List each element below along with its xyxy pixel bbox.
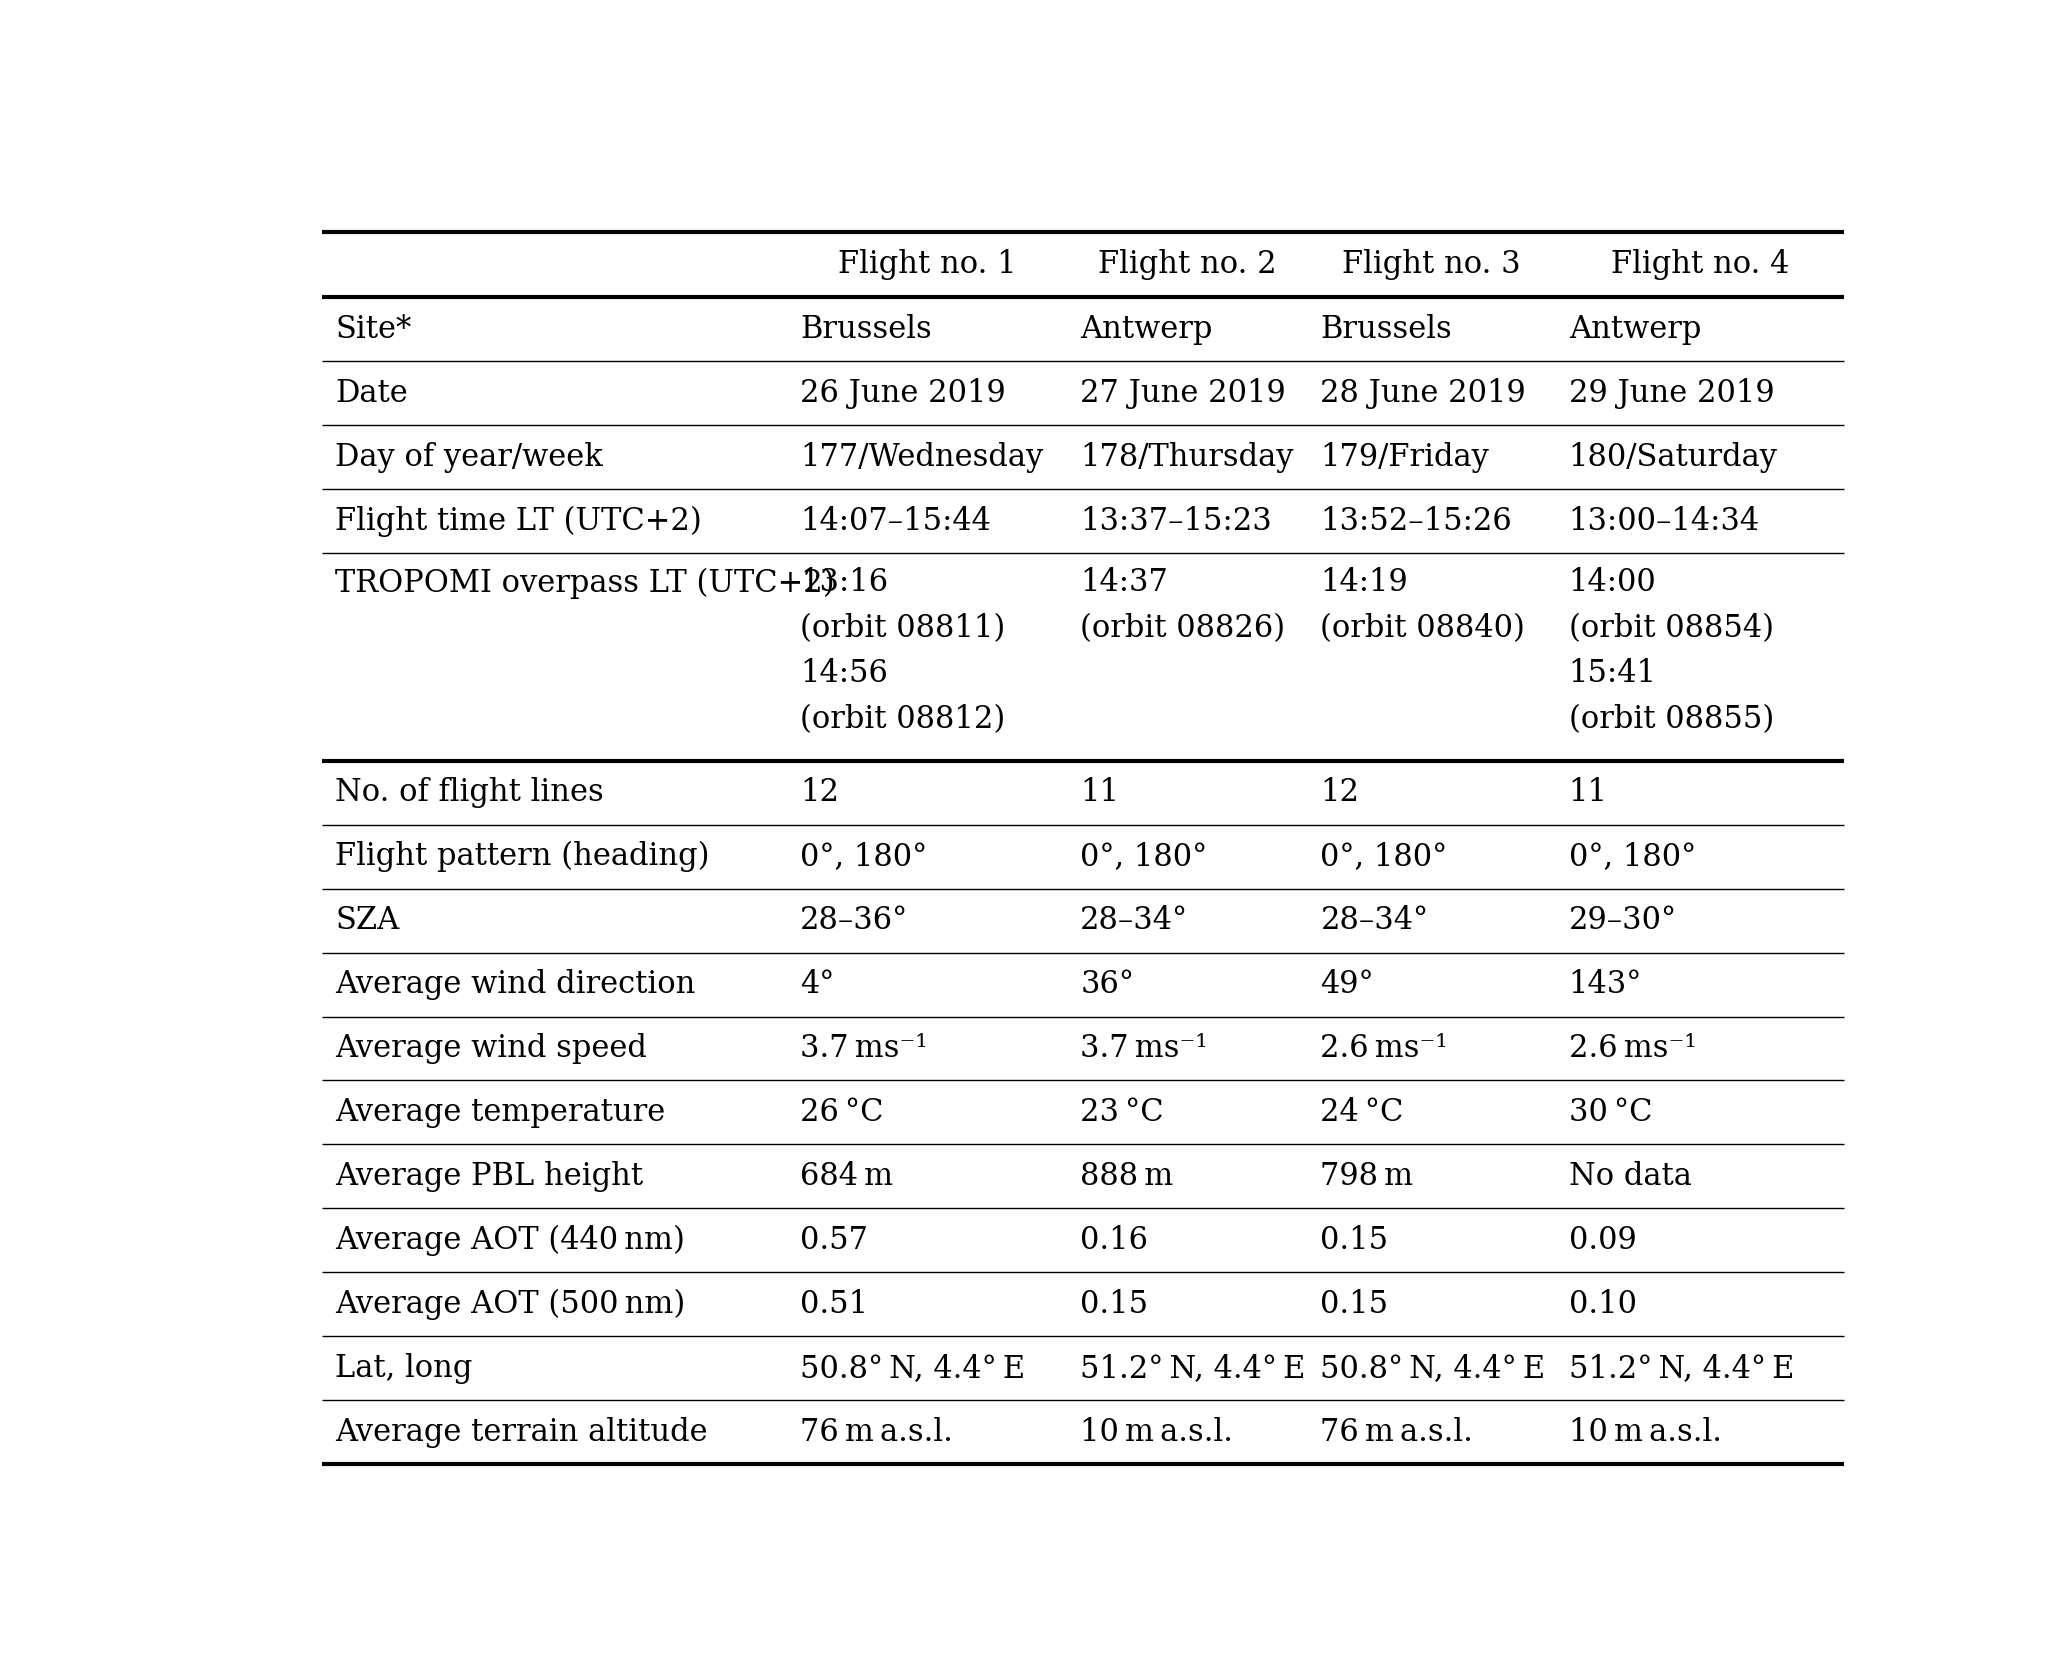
Text: Day of year/week: Day of year/week	[335, 442, 604, 473]
Text: 13:52–15:26: 13:52–15:26	[1321, 505, 1513, 537]
Text: 0.57: 0.57	[800, 1225, 868, 1255]
Text: 11: 11	[1569, 777, 1608, 808]
Text: 11: 11	[1081, 777, 1118, 808]
Text: 28–34°: 28–34°	[1321, 905, 1428, 937]
Text: 50.8° N, 4.4° E: 50.8° N, 4.4° E	[800, 1354, 1025, 1384]
Text: Average AOT (440 nm): Average AOT (440 nm)	[335, 1225, 684, 1255]
Text: 0°, 180°: 0°, 180°	[800, 842, 928, 872]
Text: SZA: SZA	[335, 905, 399, 937]
Text: 178/Thursday: 178/Thursday	[1081, 442, 1294, 473]
Text: 0°, 180°: 0°, 180°	[1321, 842, 1447, 872]
Text: Brussels: Brussels	[1321, 313, 1453, 345]
Text: Flight no. 2: Flight no. 2	[1098, 248, 1277, 280]
Text: No data: No data	[1569, 1160, 1691, 1192]
Text: 2.6 ms⁻¹: 2.6 ms⁻¹	[1321, 1034, 1449, 1064]
Text: 76 m a.s.l.: 76 m a.s.l.	[800, 1417, 953, 1449]
Text: Brussels: Brussels	[800, 313, 932, 345]
Text: 0.09: 0.09	[1569, 1225, 1637, 1255]
Text: 0°, 180°: 0°, 180°	[1569, 842, 1697, 872]
Text: 24 °C: 24 °C	[1321, 1097, 1403, 1129]
Text: 27 June 2019: 27 June 2019	[1081, 378, 1286, 408]
Text: 0.15: 0.15	[1321, 1225, 1389, 1255]
Text: No. of flight lines: No. of flight lines	[335, 777, 604, 808]
Text: 888 m: 888 m	[1081, 1160, 1174, 1192]
Text: Average wind direction: Average wind direction	[335, 969, 697, 1000]
Text: 179/Friday: 179/Friday	[1321, 442, 1490, 473]
Text: 76 m a.s.l.: 76 m a.s.l.	[1321, 1417, 1474, 1449]
Text: Flight no. 1: Flight no. 1	[837, 248, 1017, 280]
Text: 13:37–15:23: 13:37–15:23	[1081, 505, 1271, 537]
Text: 180/Saturday: 180/Saturday	[1569, 442, 1778, 473]
Text: 26 °C: 26 °C	[800, 1097, 883, 1129]
Text: 49°: 49°	[1321, 969, 1375, 1000]
Text: 10 m a.s.l.: 10 m a.s.l.	[1569, 1417, 1722, 1449]
Text: 28 June 2019: 28 June 2019	[1321, 378, 1525, 408]
Text: 14:19
(orbit 08840): 14:19 (orbit 08840)	[1321, 567, 1525, 643]
Text: 177/Wednesday: 177/Wednesday	[800, 442, 1044, 473]
Text: Average temperature: Average temperature	[335, 1097, 666, 1129]
Text: 0.15: 0.15	[1321, 1289, 1389, 1320]
Text: Average AOT (500 nm): Average AOT (500 nm)	[335, 1289, 686, 1320]
Text: 14:07–15:44: 14:07–15:44	[800, 505, 990, 537]
Text: Average wind speed: Average wind speed	[335, 1034, 647, 1064]
Text: 28–34°: 28–34°	[1081, 905, 1189, 937]
Text: 29–30°: 29–30°	[1569, 905, 1676, 937]
Text: Antwerp: Antwerp	[1569, 313, 1701, 345]
Text: 0.15: 0.15	[1081, 1289, 1149, 1320]
Text: Average PBL height: Average PBL height	[335, 1160, 643, 1192]
Text: 3.7 ms⁻¹: 3.7 ms⁻¹	[800, 1034, 928, 1064]
Text: TROPOMI overpass LT (UTC+2): TROPOMI overpass LT (UTC+2)	[335, 567, 835, 598]
Text: 0.51: 0.51	[800, 1289, 868, 1320]
Text: Flight no. 4: Flight no. 4	[1610, 248, 1790, 280]
Text: 10 m a.s.l.: 10 m a.s.l.	[1081, 1417, 1234, 1449]
Text: 143°: 143°	[1569, 969, 1641, 1000]
Text: 13:16
(orbit 08811)
14:56
(orbit 08812): 13:16 (orbit 08811) 14:56 (orbit 08812)	[800, 567, 1005, 735]
Text: 28–36°: 28–36°	[800, 905, 907, 937]
Text: 4°: 4°	[800, 969, 835, 1000]
Text: Flight time LT (UTC+2): Flight time LT (UTC+2)	[335, 505, 703, 537]
Text: 798 m: 798 m	[1321, 1160, 1414, 1192]
Text: Antwerp: Antwerp	[1081, 313, 1213, 345]
Text: 12: 12	[1321, 777, 1360, 808]
Text: 12: 12	[800, 777, 839, 808]
Text: Site*: Site*	[335, 313, 411, 345]
Text: 29 June 2019: 29 June 2019	[1569, 378, 1773, 408]
Text: 26 June 2019: 26 June 2019	[800, 378, 1005, 408]
Text: 14:37
(orbit 08826): 14:37 (orbit 08826)	[1081, 567, 1286, 643]
Text: 684 m: 684 m	[800, 1160, 893, 1192]
Text: 51.2° N, 4.4° E: 51.2° N, 4.4° E	[1081, 1354, 1306, 1384]
Text: Date: Date	[335, 378, 407, 408]
Text: Flight pattern (heading): Flight pattern (heading)	[335, 840, 709, 872]
Text: Flight no. 3: Flight no. 3	[1341, 248, 1521, 280]
Text: 23 °C: 23 °C	[1081, 1097, 1164, 1129]
Text: 14:00
(orbit 08854)
15:41
(orbit 08855): 14:00 (orbit 08854) 15:41 (orbit 08855)	[1569, 567, 1773, 735]
Text: 2.6 ms⁻¹: 2.6 ms⁻¹	[1569, 1034, 1697, 1064]
Text: 3.7 ms⁻¹: 3.7 ms⁻¹	[1081, 1034, 1207, 1064]
Text: Lat, long: Lat, long	[335, 1354, 473, 1384]
Text: 0.16: 0.16	[1081, 1225, 1147, 1255]
Text: 30 °C: 30 °C	[1569, 1097, 1652, 1129]
Text: 13:00–14:34: 13:00–14:34	[1569, 505, 1759, 537]
Text: Average terrain altitude: Average terrain altitude	[335, 1417, 707, 1449]
Text: 50.8° N, 4.4° E: 50.8° N, 4.4° E	[1321, 1354, 1546, 1384]
Text: 0.10: 0.10	[1569, 1289, 1637, 1320]
Text: 51.2° N, 4.4° E: 51.2° N, 4.4° E	[1569, 1354, 1794, 1384]
Text: 0°, 180°: 0°, 180°	[1081, 842, 1207, 872]
Text: 36°: 36°	[1081, 969, 1135, 1000]
